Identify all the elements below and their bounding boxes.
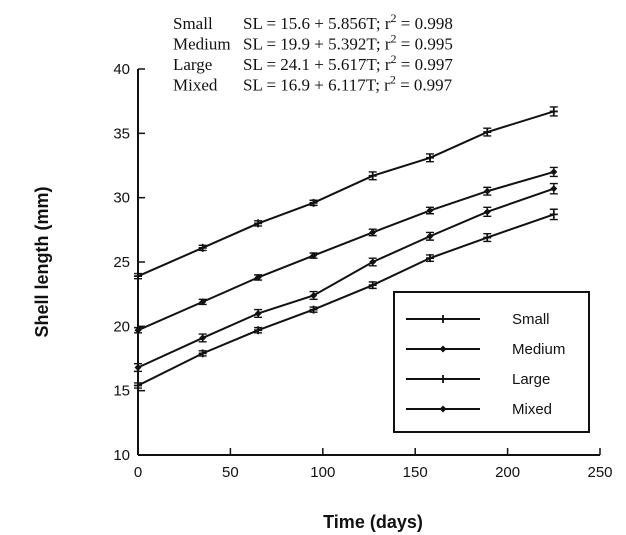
- series-line: [137, 213, 555, 387]
- data-point: [426, 207, 434, 215]
- data-point: [254, 326, 263, 335]
- data-point: [254, 273, 262, 281]
- legend-label: Medium: [512, 341, 565, 358]
- y-tick-label: 35: [113, 125, 130, 142]
- data-point: [483, 233, 492, 242]
- series-large: [134, 106, 558, 281]
- x-tick-label: 100: [310, 464, 335, 481]
- equation-mixed: Mixed SL = 16.9 + 6.117T; r2 = 0.997: [173, 73, 453, 95]
- legend-label: Small: [512, 311, 550, 328]
- legend-item-small: Small: [406, 311, 550, 328]
- data-point: [199, 298, 207, 306]
- equation-text: SL = 24.1 + 5.617T; r2 = 0.997: [243, 52, 453, 74]
- data-point: [368, 171, 377, 180]
- chart-axes: 0 50 100 150 200 250 10 15 20 25 30 35 40: [113, 61, 612, 481]
- equation-text: SL = 19.9 + 5.392T; r2 = 0.995: [243, 32, 453, 54]
- data-point: [310, 252, 318, 260]
- legend-marker: [439, 375, 447, 383]
- data-point: [369, 258, 377, 266]
- x-tick-label: 150: [403, 464, 428, 481]
- data-point: [254, 309, 262, 317]
- x-axis-title: Time (days): [323, 512, 423, 532]
- x-tick-label: 0: [134, 464, 142, 481]
- equation-text: SL = 16.9 + 6.117T; r2 = 0.997: [243, 73, 453, 95]
- data-point: [134, 381, 142, 390]
- legend-marker: [439, 315, 447, 323]
- legend-marker: [439, 345, 447, 353]
- equation-large: Large SL = 24.1 + 5.617T; r2 = 0.997: [173, 52, 453, 74]
- y-tick-label: 10: [113, 447, 130, 464]
- y-tick-label: 15: [113, 383, 130, 400]
- legend-item-mixed: Mixed: [406, 401, 552, 418]
- equation-group-label: Medium: [173, 35, 231, 54]
- chart-legend: Small Medium Large Mixed: [393, 291, 590, 433]
- data-point: [426, 232, 434, 240]
- data-point: [425, 153, 434, 162]
- plot-area: [134, 106, 558, 390]
- data-point: [309, 198, 318, 207]
- legend-marker: [439, 405, 447, 413]
- series-mixed: [134, 182, 558, 373]
- equation-text: SL = 15.6 + 5.856T; r2 = 0.998: [243, 11, 453, 33]
- legend-label: Mixed: [512, 401, 552, 418]
- data-point: [369, 228, 377, 236]
- series-line: [137, 170, 555, 332]
- legend-item-medium: Medium: [406, 341, 565, 358]
- data-point: [483, 128, 492, 137]
- series-line: [137, 187, 555, 369]
- legend-label: Large: [512, 371, 550, 388]
- data-point: [254, 219, 263, 228]
- data-point: [549, 107, 558, 116]
- data-point: [483, 208, 491, 216]
- y-tick-label: 25: [113, 254, 130, 271]
- equation-group-label: Large: [173, 55, 212, 74]
- equation-group-label: Mixed: [173, 76, 218, 95]
- data-point: [550, 185, 558, 193]
- data-point: [134, 272, 142, 281]
- data-point: [198, 349, 207, 358]
- y-tick-label: 30: [113, 190, 130, 207]
- y-axis-title: Shell length (mm): [32, 186, 52, 337]
- data-point: [425, 254, 434, 263]
- data-point: [549, 210, 558, 219]
- legend-item-large: Large: [406, 371, 550, 388]
- data-point: [134, 326, 142, 334]
- equation-group-label: Small: [173, 14, 213, 33]
- regression-equations: Small SL = 15.6 + 5.856T; r2 = 0.998Mediu…: [173, 11, 453, 95]
- x-tick-label: 200: [495, 464, 520, 481]
- y-tick-label: 20: [113, 318, 130, 335]
- x-tick-label: 250: [587, 464, 612, 481]
- series-small: [134, 208, 558, 390]
- data-point: [368, 281, 377, 290]
- data-point: [199, 334, 207, 342]
- x-tick-label: 50: [222, 464, 239, 481]
- data-point: [309, 305, 318, 314]
- data-point: [483, 187, 491, 195]
- data-point: [550, 168, 558, 176]
- legend-box: [393, 291, 590, 433]
- equation-medium: Medium SL = 19.9 + 5.392T; r2 = 0.995: [173, 32, 453, 54]
- data-point: [134, 364, 142, 372]
- series-line: [137, 110, 555, 278]
- data-point: [198, 243, 207, 252]
- data-point: [310, 291, 318, 299]
- y-tick-label: 40: [113, 61, 130, 78]
- equation-small: Small SL = 15.6 + 5.856T; r2 = 0.998: [173, 11, 453, 33]
- series-medium: [134, 166, 558, 334]
